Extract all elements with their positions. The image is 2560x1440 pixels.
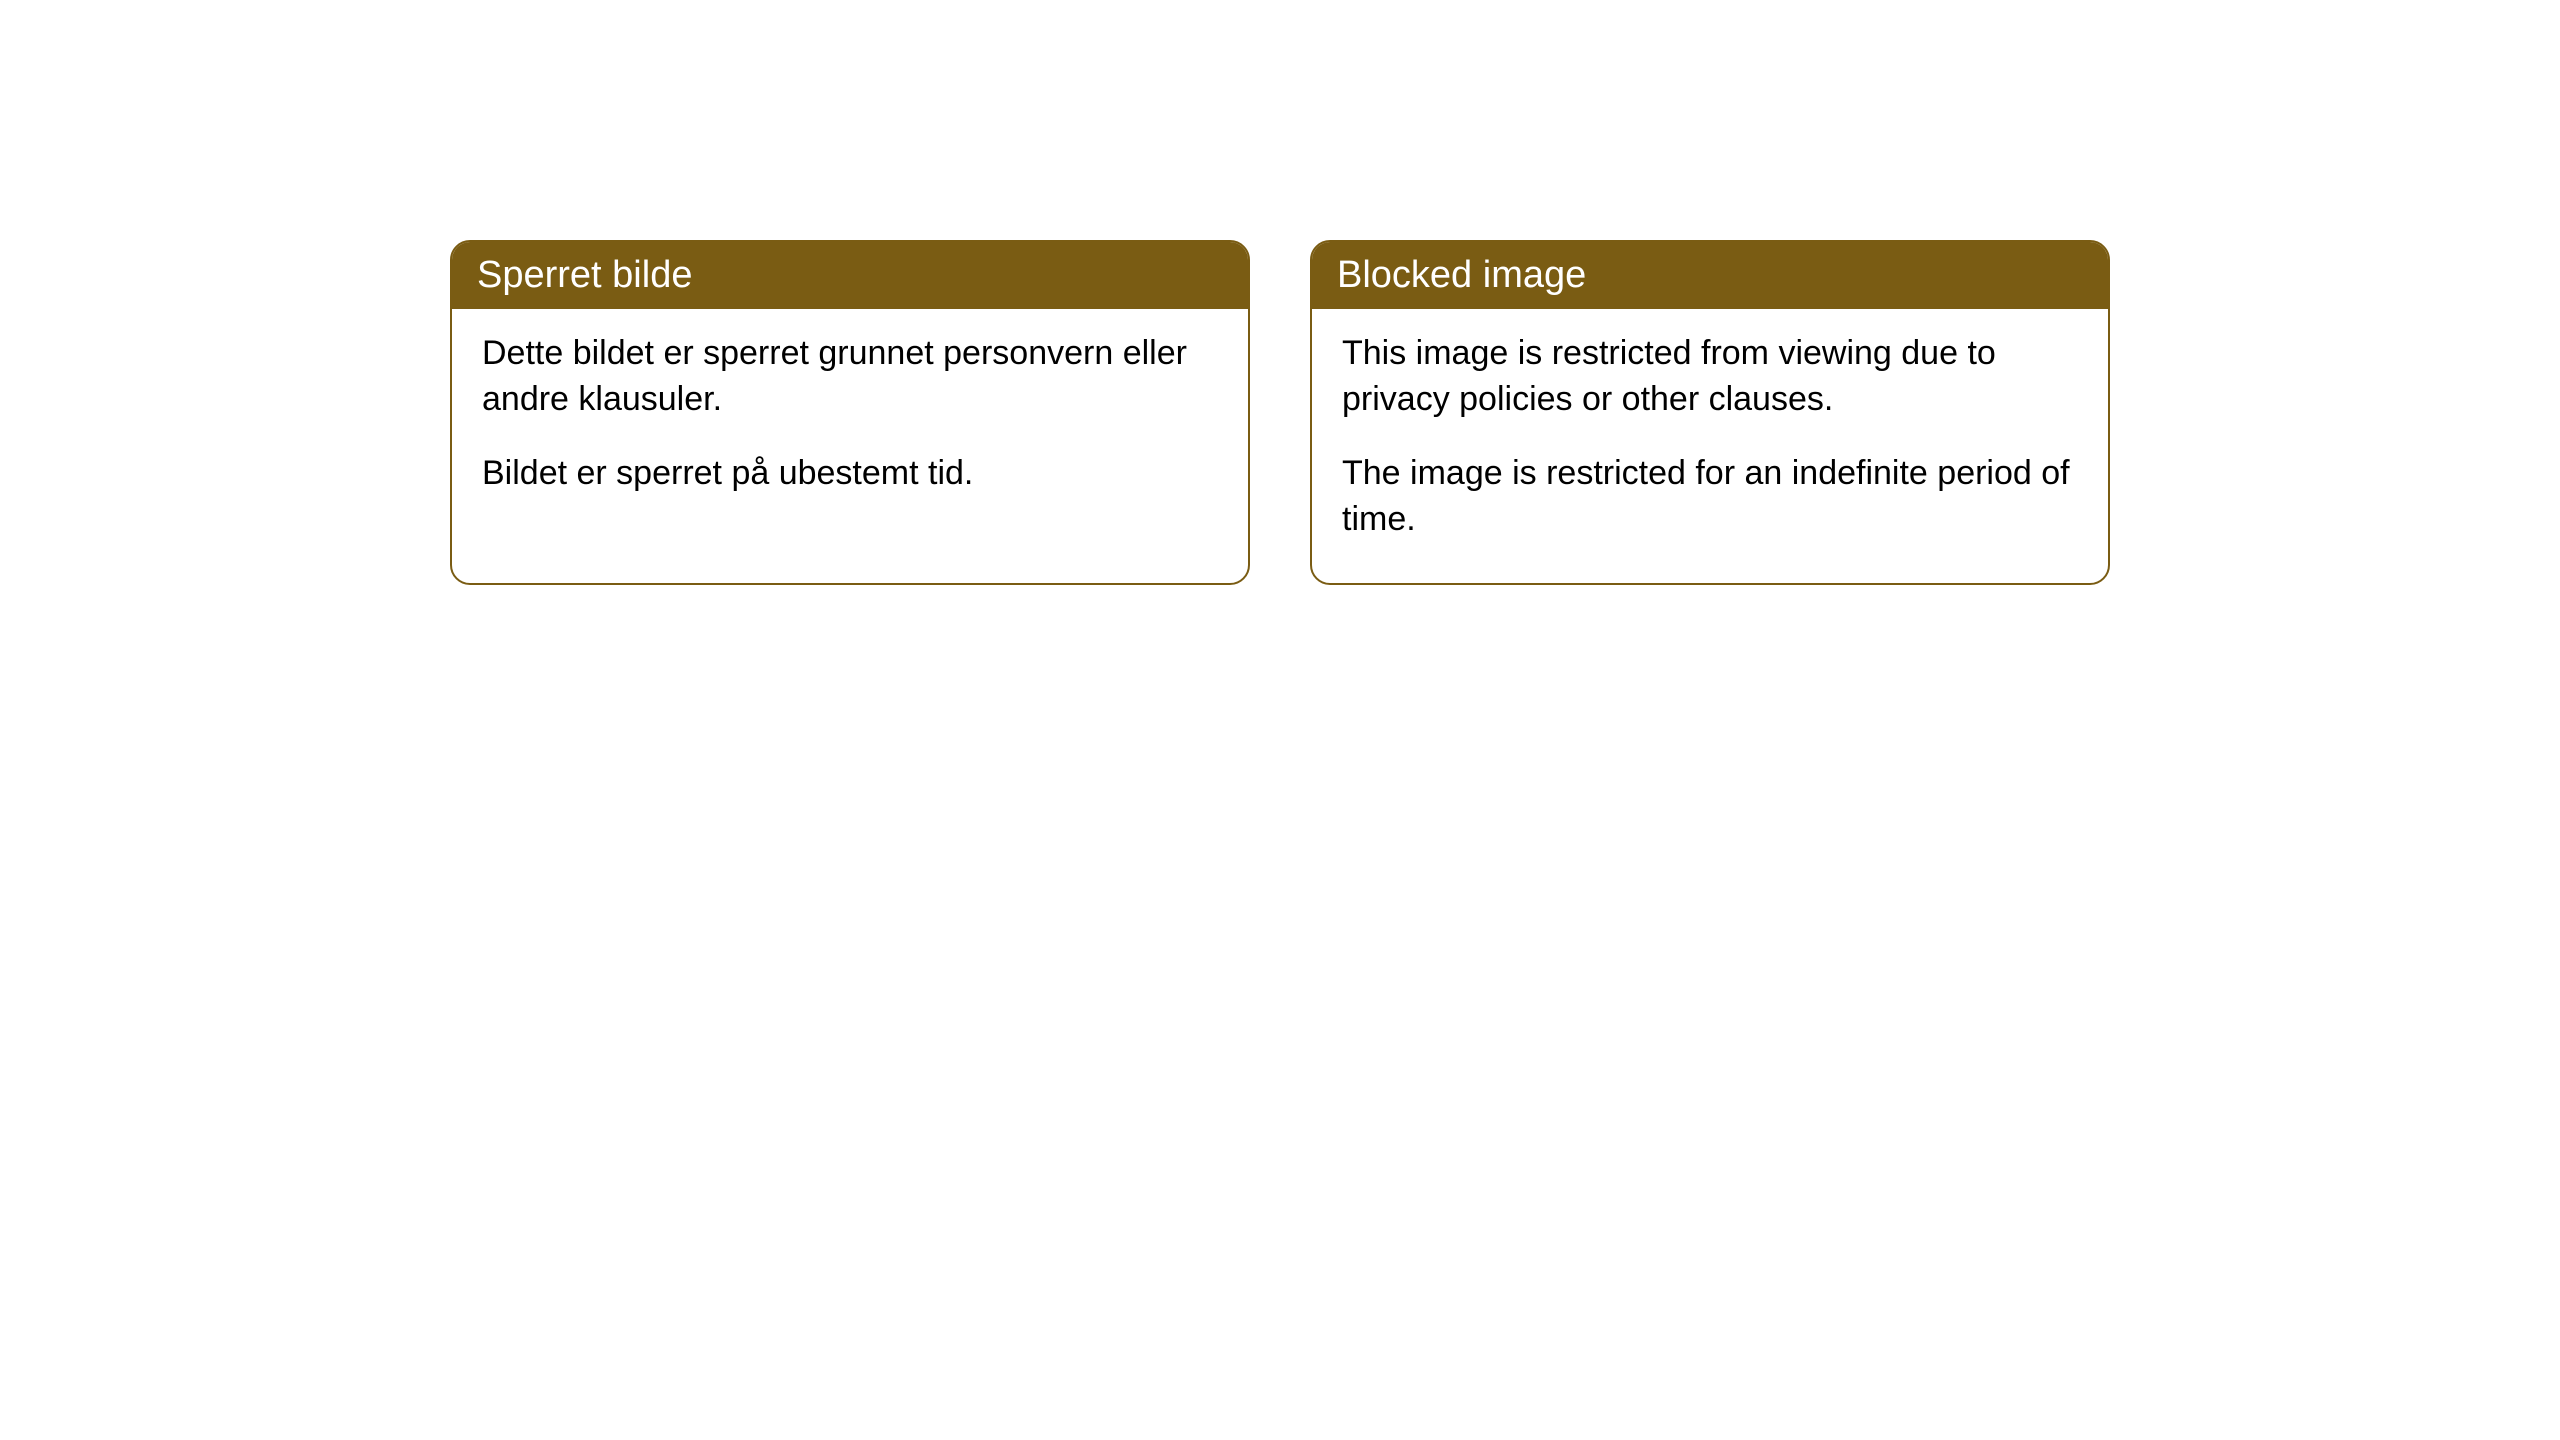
card-paragraph-1: This image is restricted from viewing du…: [1342, 331, 2078, 423]
card-paragraph-2: The image is restricted for an indefinit…: [1342, 451, 2078, 543]
card-header: Blocked image: [1312, 242, 2108, 309]
card-title: Sperret bilde: [477, 254, 692, 296]
card-title: Blocked image: [1337, 254, 1586, 296]
card-paragraph-1: Dette bildet er sperret grunnet personve…: [482, 331, 1218, 423]
notice-card-norwegian: Sperret bilde Dette bildet er sperret gr…: [450, 240, 1250, 585]
notice-cards-container: Sperret bilde Dette bildet er sperret gr…: [450, 240, 2560, 585]
card-body: Dette bildet er sperret grunnet personve…: [452, 309, 1248, 537]
card-body: This image is restricted from viewing du…: [1312, 309, 2108, 583]
card-paragraph-2: Bildet er sperret på ubestemt tid.: [482, 451, 1218, 497]
notice-card-english: Blocked image This image is restricted f…: [1310, 240, 2110, 585]
card-header: Sperret bilde: [452, 242, 1248, 309]
